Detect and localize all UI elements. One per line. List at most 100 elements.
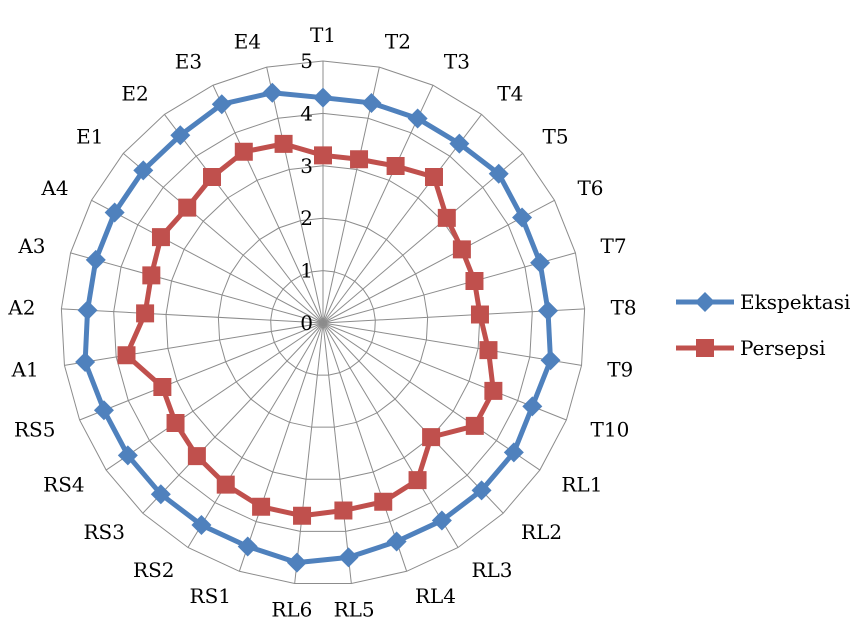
point-ekspektasi-A2 xyxy=(77,300,98,321)
legend-label-persepsi: Persepsi xyxy=(740,336,826,360)
spoke-T9 xyxy=(322,322,582,366)
point-ekspektasi-RL4 xyxy=(386,531,407,552)
point-ekspektasi-E4 xyxy=(262,82,283,103)
category-label-E1: E1 xyxy=(76,125,103,149)
point-ekspektasi-T2 xyxy=(361,92,382,113)
series-line-ekspektasi xyxy=(82,90,554,566)
category-label-A4: A4 xyxy=(40,176,68,200)
category-label-RS1: RS1 xyxy=(190,584,231,608)
point-ekspektasi-A1 xyxy=(75,351,96,372)
grid-ring-5 xyxy=(60,60,586,584)
point-persepsi-A2 xyxy=(136,304,155,323)
category-label-T4: T4 xyxy=(497,82,523,106)
point-ekspektasi-RL2 xyxy=(471,480,492,501)
point-ekspektasi-E2 xyxy=(170,125,191,146)
point-persepsi-T7 xyxy=(465,271,484,290)
spoke-RL4 xyxy=(322,322,408,572)
point-ekspektasi-RS2 xyxy=(191,515,212,536)
category-label-RS2: RS2 xyxy=(133,558,174,582)
point-persepsi-RS5 xyxy=(153,378,172,397)
spoke-E4 xyxy=(266,67,324,324)
point-persepsi-T4 xyxy=(424,167,443,186)
spoke-A1 xyxy=(64,322,324,366)
grid-ring-2 xyxy=(217,217,429,428)
category-label-E2: E2 xyxy=(121,82,148,106)
radar-spokes xyxy=(61,61,585,584)
category-label-RS3: RS3 xyxy=(83,520,124,544)
point-persepsi-RL4 xyxy=(374,492,393,511)
category-label-T9: T9 xyxy=(607,358,633,382)
point-ekspektasi-RS5 xyxy=(93,400,114,421)
point-ekspektasi-T5 xyxy=(488,163,509,184)
point-ekspektasi-T8 xyxy=(537,300,558,321)
category-label-T3: T3 xyxy=(444,50,470,74)
category-label-RS5: RS5 xyxy=(14,418,55,442)
legend: Ekspektasi Persepsi xyxy=(676,290,850,360)
point-ekspektasi-A4 xyxy=(104,202,125,223)
spoke-RL2 xyxy=(322,322,504,514)
category-label-RL1: RL1 xyxy=(561,473,602,497)
point-persepsi-RS2 xyxy=(216,475,235,494)
point-persepsi-T10 xyxy=(484,381,503,400)
point-persepsi-RS3 xyxy=(187,447,206,466)
category-labels: T1 T2 T3 T4 T5 T6 T7 T8 T9 T10 RL1 RL2 RL3 RL4 RL5 RL6 R… xyxy=(7,23,636,618)
point-persepsi-E2 xyxy=(203,167,222,186)
category-label-T10: T10 xyxy=(591,418,630,442)
category-label-A2: A2 xyxy=(7,295,35,319)
point-persepsi-RL3 xyxy=(408,471,427,490)
spoke-T5 xyxy=(322,153,524,324)
point-ekspektasi-RS3 xyxy=(150,484,171,505)
point-persepsi-T9 xyxy=(479,341,498,360)
category-label-E4: E4 xyxy=(234,30,261,54)
point-persepsi-T8 xyxy=(470,305,489,324)
spoke-E1 xyxy=(122,153,324,324)
point-ekspektasi-T9 xyxy=(540,350,561,371)
category-label-T2: T2 xyxy=(385,30,411,54)
category-label-RL3: RL3 xyxy=(471,558,512,582)
category-label-T5: T5 xyxy=(543,125,569,149)
series-persepsi xyxy=(117,134,503,525)
tick-label-0: 0 xyxy=(300,311,313,335)
point-persepsi-A1 xyxy=(117,346,136,365)
tick-label-4: 4 xyxy=(300,101,313,125)
spoke-RL5 xyxy=(322,322,352,584)
point-ekspektasi-RS4 xyxy=(117,445,138,466)
point-ekspektasi-RS1 xyxy=(237,536,258,557)
spoke-RS1 xyxy=(238,322,324,572)
category-label-RL4: RL4 xyxy=(415,584,456,608)
spoke-E3 xyxy=(212,85,324,324)
point-ekspektasi-RL6 xyxy=(286,552,307,573)
category-label-RL6: RL6 xyxy=(271,597,312,618)
category-label-A1: A1 xyxy=(11,358,39,382)
legend-item-ekspektasi: Ekspektasi xyxy=(676,290,850,314)
category-label-RL5: RL5 xyxy=(334,597,375,618)
spoke-RL6 xyxy=(294,322,324,584)
spoke-RS2 xyxy=(187,322,324,548)
point-ekspektasi-T6 xyxy=(512,207,533,228)
point-ekspektasi-RL1 xyxy=(503,442,524,463)
point-persepsi-RL6 xyxy=(293,506,312,525)
point-persepsi-RS4 xyxy=(166,413,185,432)
spoke-RS5 xyxy=(79,322,324,421)
point-persepsi-T1 xyxy=(314,146,332,165)
radial-tick-labels: 0 1 2 3 4 5 xyxy=(300,49,313,335)
grid-ring-4 xyxy=(113,112,533,532)
legend-label-ekspektasi: Ekspektasi xyxy=(740,290,850,314)
point-ekspektasi-T4 xyxy=(449,133,470,154)
point-ekspektasi-T3 xyxy=(407,108,428,129)
point-persepsi-RL2 xyxy=(422,428,441,447)
legend-marker-ekspektasi xyxy=(695,292,715,312)
point-ekspektasi-A3 xyxy=(85,249,106,270)
spoke-E2 xyxy=(164,114,324,324)
series-layer xyxy=(75,82,561,573)
category-label-E3: E3 xyxy=(175,50,202,74)
point-persepsi-T2 xyxy=(350,150,369,169)
category-label-A3: A3 xyxy=(17,234,45,258)
category-label-T7: T7 xyxy=(601,234,627,258)
spoke-A3 xyxy=(70,252,324,324)
category-label-RL2: RL2 xyxy=(521,520,562,544)
point-persepsi-E1 xyxy=(178,198,197,217)
point-persepsi-E4 xyxy=(274,134,293,153)
category-label-RS4: RS4 xyxy=(43,473,84,497)
spoke-RS4 xyxy=(105,322,324,471)
